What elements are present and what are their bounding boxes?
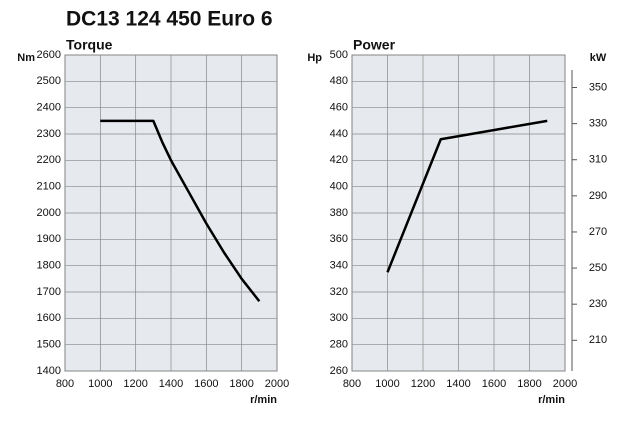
y-tick-label: 500 xyxy=(330,49,348,61)
y2-tick-label: 330 xyxy=(589,118,607,130)
page-title: DC13 124 450 Euro 6 xyxy=(66,8,273,31)
y-tick-label: 380 xyxy=(330,207,348,219)
x-tick-label: 1200 xyxy=(411,378,435,390)
y-tick-label: 2000 xyxy=(37,207,61,219)
x-tick-label: 1000 xyxy=(88,378,112,390)
data-line xyxy=(386,119,548,273)
x-tick-label: 1600 xyxy=(482,378,506,390)
y2-tick-label: 270 xyxy=(589,226,607,238)
x-tick-label: 1400 xyxy=(446,378,470,390)
y-tick-label: 420 xyxy=(330,154,348,166)
y-tick-label: 460 xyxy=(330,102,348,114)
y-tick-label: 400 xyxy=(330,181,348,193)
y-tick-label: 2300 xyxy=(37,128,61,140)
y2-unit: kW xyxy=(590,52,607,64)
y-unit: Hp xyxy=(307,52,322,64)
y-tick-label: 480 xyxy=(330,75,348,87)
y2-tick-label: 310 xyxy=(589,154,607,166)
x-axis-label: r/min xyxy=(250,394,277,406)
y-tick-label: 360 xyxy=(330,233,348,245)
x-tick-label: 800 xyxy=(56,378,74,390)
y-tick-label: 1400 xyxy=(37,365,61,377)
chart-title: Power xyxy=(353,37,396,53)
y-tick-label: 340 xyxy=(330,260,348,272)
y-tick-label: 2600 xyxy=(37,49,61,61)
y-tick-label: 2200 xyxy=(37,154,61,166)
y2-tick-label: 290 xyxy=(589,190,607,202)
x-tick-label: 2000 xyxy=(265,378,289,390)
data-line xyxy=(100,119,261,302)
x-tick-label: 1800 xyxy=(229,378,253,390)
y-tick-label: 1700 xyxy=(37,286,61,298)
y-tick-label: 1600 xyxy=(37,312,61,324)
chart-title: Torque xyxy=(66,37,113,53)
y-unit: Nm xyxy=(17,52,35,64)
y2-tick-label: 230 xyxy=(589,298,607,310)
x-tick-label: 2000 xyxy=(553,378,577,390)
y2-tick-label: 210 xyxy=(589,334,607,346)
y-tick-label: 1900 xyxy=(37,233,61,245)
y-tick-label: 440 xyxy=(330,128,348,140)
x-axis-label: r/min xyxy=(538,394,565,406)
x-tick-label: 1600 xyxy=(194,378,218,390)
y-tick-label: 260 xyxy=(330,365,348,377)
x-tick-label: 1800 xyxy=(517,378,541,390)
x-tick-label: 1400 xyxy=(159,378,183,390)
x-tick-label: 800 xyxy=(343,378,361,390)
x-tick-label: 1000 xyxy=(375,378,399,390)
x-tick-label: 1200 xyxy=(123,378,147,390)
y2-tick-label: 250 xyxy=(589,262,607,274)
y2-tick-label: 350 xyxy=(589,81,607,93)
y-tick-label: 2400 xyxy=(37,102,61,114)
y-tick-label: 1800 xyxy=(37,260,61,272)
y-tick-label: 1500 xyxy=(37,339,61,351)
y-tick-label: 300 xyxy=(330,312,348,324)
y-tick-label: 280 xyxy=(330,339,348,351)
y-tick-label: 320 xyxy=(330,286,348,298)
y-tick-label: 2500 xyxy=(37,75,61,87)
y-tick-label: 2100 xyxy=(37,181,61,193)
